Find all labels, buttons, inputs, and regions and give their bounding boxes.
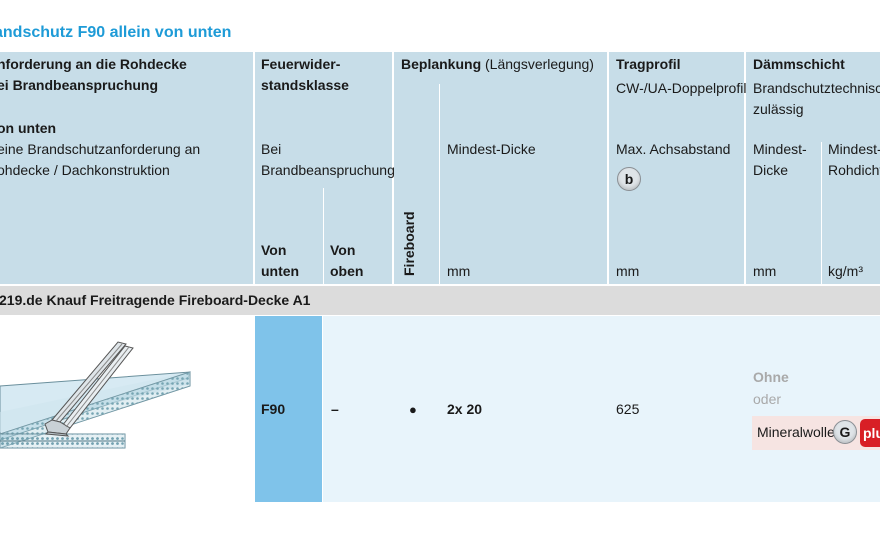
from-above-label-2: oben bbox=[330, 263, 364, 279]
fire-class-heading-2: standsklasse bbox=[261, 77, 349, 93]
footnote-b-badge: b bbox=[617, 167, 641, 191]
ceiling-construction-illustration bbox=[0, 341, 191, 449]
from-below-label-1: Von bbox=[261, 242, 287, 258]
insulation-material: Mineralwolle bbox=[757, 424, 835, 440]
row-data-cell bbox=[323, 316, 880, 502]
plus-badge: plu bbox=[860, 419, 880, 447]
requirement-from-below: on unten bbox=[0, 120, 57, 136]
fire-class-from-above-value: – bbox=[331, 401, 339, 417]
requirement-heading-1: nforderung an die Rohdecke bbox=[0, 56, 187, 72]
insulation-or: oder bbox=[753, 391, 782, 407]
insulation-sub-1: Brandschutztechnisch bbox=[753, 80, 880, 96]
insulation-density-unit: kg/m³ bbox=[828, 263, 863, 279]
profile-unit: mm bbox=[616, 263, 640, 279]
insulation-none: Ohne bbox=[753, 369, 789, 385]
header-col-insulation bbox=[746, 52, 880, 284]
divider bbox=[323, 188, 324, 284]
insulation-density-1: Mindest- bbox=[828, 141, 880, 157]
mineral-wool-box bbox=[752, 416, 880, 450]
page-title: andschutz F90 allein von unten bbox=[0, 24, 232, 41]
insulation-heading: Dämmschicht bbox=[753, 56, 845, 72]
fire-class-sub-2: Brandbeanspruchung bbox=[261, 162, 395, 178]
insulation-thickness-1: Mindest- bbox=[753, 141, 807, 157]
header-col-planking bbox=[394, 52, 607, 284]
from-below-label-2: unten bbox=[261, 263, 300, 279]
requirement-heading-2: ei Brandbeanspruchung bbox=[0, 77, 159, 93]
section-title: 219.de Knauf Freitragende Fireboard-Deck… bbox=[0, 292, 311, 308]
row-class-unten-cell bbox=[255, 316, 322, 502]
planking-min-thickness: Mindest-Dicke bbox=[447, 141, 536, 157]
insulation-sub-2: zulässig bbox=[753, 101, 804, 117]
requirement-desc-2: ohdecke / Dachkonstruktion bbox=[0, 162, 170, 178]
section-header-row bbox=[0, 286, 880, 315]
profile-max-spacing: Max. Achsabstand bbox=[616, 141, 731, 157]
fireboard-vertical-label: Fireboard bbox=[401, 211, 417, 276]
planking-thickness-value: 2x 20 bbox=[447, 401, 483, 417]
profile-spacing-value: 625 bbox=[616, 401, 640, 417]
planking-heading: Beplankung (Längsverlegung) bbox=[401, 54, 594, 75]
divider bbox=[439, 84, 440, 284]
planking-heading-normal: (Längsverlegung) bbox=[485, 56, 594, 72]
planking-heading-bold: Beplankung bbox=[401, 56, 482, 72]
insulation-density-2: Rohdicht bbox=[828, 162, 880, 178]
from-above-label-1: Von bbox=[330, 242, 356, 258]
g-badge: G bbox=[833, 420, 857, 444]
insulation-thickness-2: Dicke bbox=[753, 162, 789, 178]
fire-class-from-below-value: F90 bbox=[261, 401, 286, 417]
fire-class-heading-1: Feuerwider- bbox=[261, 56, 341, 72]
fire-class-sub-1: Bei bbox=[261, 141, 282, 157]
profile-heading: Tragprofil bbox=[616, 56, 681, 72]
insulation-thickness-unit: mm bbox=[753, 263, 777, 279]
header-col-requirement bbox=[0, 52, 253, 284]
fireboard-bullet: ● bbox=[409, 402, 417, 417]
requirement-desc-1: eine Brandschutzanforderung an bbox=[0, 141, 201, 157]
planking-unit: mm bbox=[447, 263, 471, 279]
profile-type: CW-/UA-Doppelprofil bbox=[616, 80, 747, 96]
divider bbox=[821, 142, 822, 284]
